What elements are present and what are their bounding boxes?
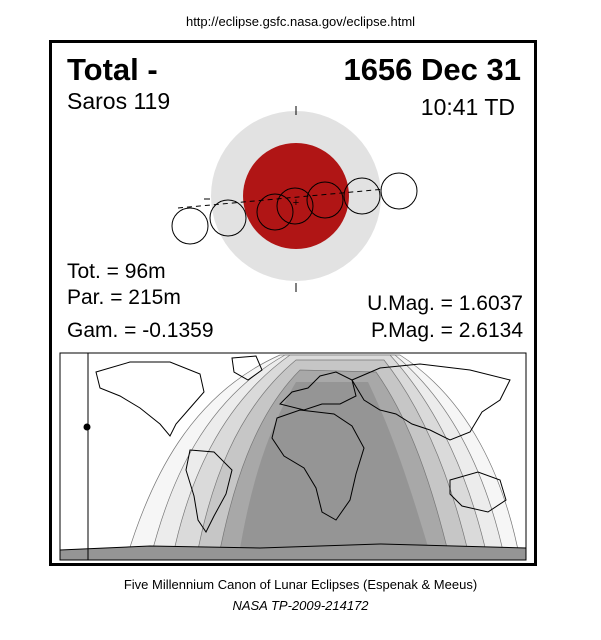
partial-duration: Par. = 215m [67, 286, 181, 309]
eclipse-date: 1656 Dec 31 [343, 52, 521, 87]
gamma-value: Gam. = -0.1359 [67, 319, 214, 342]
continent-africa [271, 409, 365, 521]
source-url[interactable]: http://eclipse.gsfc.nasa.gov/eclipse.htm… [185, 14, 416, 29]
moon-position-u2 [256, 193, 294, 231]
continent-north-america [95, 361, 205, 437]
moon-position-p4 [380, 172, 418, 210]
moon-position-mid [276, 187, 314, 225]
umbra-shadow [243, 143, 349, 249]
shadow-diagram: + [171, 106, 419, 292]
footer-citation: Five Millennium Canon of Lunar Eclipses … [123, 577, 478, 592]
moon-path [177, 185, 419, 209]
continent-antarctica [60, 543, 526, 560]
moon-position-u1 [209, 199, 247, 237]
moon-position-u3 [306, 181, 344, 219]
shadow-center-plus: + [293, 197, 299, 209]
eclipse-panel-frame [49, 40, 537, 566]
saros-label: Saros 119 [67, 88, 171, 114]
umbral-magnitude: U.Mag. = 1.6037 [367, 292, 523, 315]
subsolar-point-marker [83, 423, 91, 431]
moon-position-u4 [343, 177, 381, 215]
continent-asia [351, 363, 511, 441]
penumbral-magnitude: P.Mag. = 2.6134 [371, 319, 523, 342]
footer-publication: NASA TP-2009-214172 [232, 598, 369, 613]
moon-position-p1 [171, 207, 209, 245]
eclipse-type-label: Total - [67, 52, 158, 87]
continent-australia [449, 471, 507, 513]
total-visibility-zone [238, 382, 432, 560]
totality-duration: Tot. = 96m [67, 260, 166, 283]
visibility-map [59, 352, 527, 561]
eclipse-time: 10:41 TD [420, 94, 515, 120]
continent-greenland [231, 355, 263, 381]
continent-south-america [185, 449, 233, 533]
